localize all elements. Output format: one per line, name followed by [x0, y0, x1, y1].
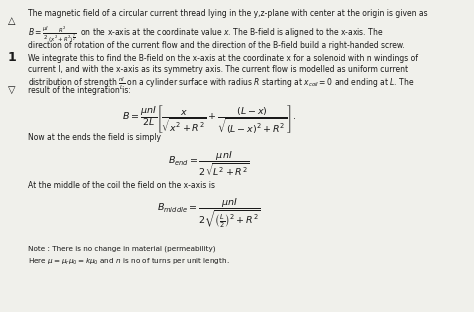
Text: ▽: ▽ [8, 85, 16, 95]
Text: The magnetic field of a circular current thread lying in the y,z-plane with cent: The magnetic field of a circular current… [28, 9, 428, 18]
Text: result of the integration is:: result of the integration is: [28, 86, 131, 95]
Text: We integrate this to find the B-field on the x-axis at the coordinate x for a so: We integrate this to find the B-field on… [28, 54, 419, 63]
Text: Here $\mu = \mu_r\mu_0 = k\mu_0$ and $n$ is no of turns per unit length.: Here $\mu = \mu_r\mu_0 = k\mu_0$ and $n$… [28, 256, 230, 267]
Text: Note : There is no change in material (permeability): Note : There is no change in material (p… [28, 246, 216, 252]
Text: $B = \frac{\mu I}{2}\frac{R^2}{(x^2+R^2)^{\frac{7}{2}}}$  on the x-axis at the c: $B = \frac{\mu I}{2}\frac{R^2}{(x^2+R^2)… [28, 25, 384, 45]
Text: current I, and with the x-axis as its symmetry axis. The current flow is modelle: current I, and with the x-axis as its sy… [28, 65, 409, 74]
Text: distribution of strength $\frac{nI}{L}$ on a cylinder surface with radius $R$ st: distribution of strength $\frac{nI}{L}$ … [28, 76, 415, 92]
Text: $B_{end} = \dfrac{\mu nI}{2\sqrt{L^2 + R^2}}$: $B_{end} = \dfrac{\mu nI}{2\sqrt{L^2 + R… [168, 150, 250, 179]
Text: $B = \dfrac{\mu nI}{2L}\left[\dfrac{x}{\sqrt{x^2 + R^2}} + \dfrac{(L-x)}{\sqrt{(: $B = \dfrac{\mu nI}{2L}\left[\dfrac{x}{\… [122, 104, 296, 136]
Text: $B_{middle} = \dfrac{\mu nI}{2\sqrt{\left(\frac{L}{2}\right)^2 + R^2}}$: $B_{middle} = \dfrac{\mu nI}{2\sqrt{\lef… [157, 197, 261, 230]
Text: △: △ [8, 17, 16, 27]
Text: 1: 1 [8, 51, 16, 64]
Text: At the middle of the coil the field on the x-axis is: At the middle of the coil the field on t… [28, 181, 215, 190]
Text: direction of rotation of the current flow and the direction of the B-field build: direction of rotation of the current flo… [28, 41, 405, 50]
Text: Now at the ends the field is simply: Now at the ends the field is simply [28, 133, 161, 142]
